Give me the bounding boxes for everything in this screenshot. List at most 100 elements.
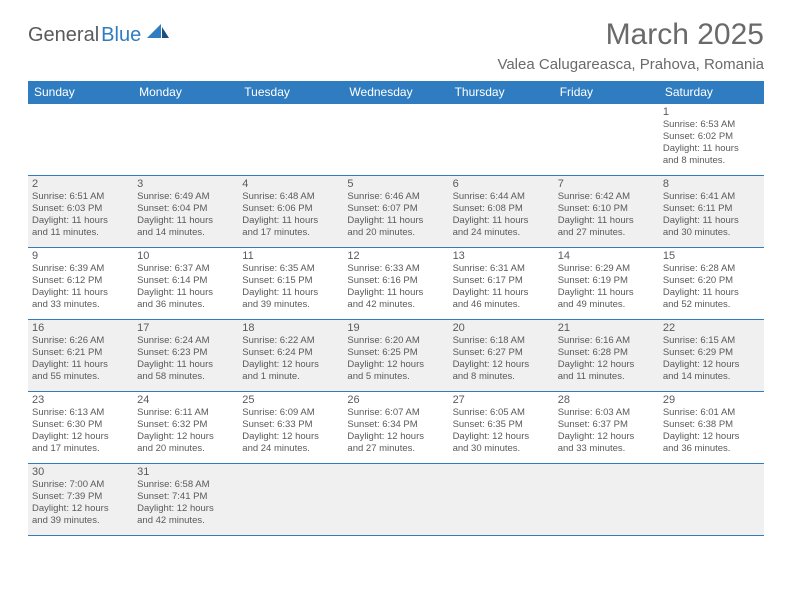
day-daylight2: and 30 minutes. [453,443,550,455]
day-sunset: Sunset: 6:06 PM [242,203,339,215]
day-daylight1: Daylight: 12 hours [453,431,550,443]
day-number: 4 [242,178,339,190]
day-sunrise: Sunrise: 7:00 AM [32,479,129,491]
day-sunrise: Sunrise: 6:05 AM [453,407,550,419]
calendar-day-cell: 28Sunrise: 6:03 AMSunset: 6:37 PMDayligh… [554,392,659,464]
day-sunset: Sunset: 6:11 PM [663,203,760,215]
weekday-header: Thursday [449,81,554,104]
day-number: 5 [347,178,444,190]
day-daylight1: Daylight: 12 hours [663,359,760,371]
day-sunset: Sunset: 6:34 PM [347,419,444,431]
calendar-day-cell: 22Sunrise: 6:15 AMSunset: 6:29 PMDayligh… [659,320,764,392]
day-sunset: Sunset: 6:23 PM [137,347,234,359]
day-number: 28 [558,394,655,406]
day-sunset: Sunset: 6:20 PM [663,275,760,287]
day-daylight2: and 33 minutes. [558,443,655,455]
day-daylight1: Daylight: 11 hours [242,287,339,299]
day-daylight1: Daylight: 11 hours [347,215,444,227]
day-sunrise: Sunrise: 6:15 AM [663,335,760,347]
calendar-day-cell: 2Sunrise: 6:51 AMSunset: 6:03 PMDaylight… [28,176,133,248]
calendar-empty-cell [133,104,238,176]
calendar-header-row: SundayMondayTuesdayWednesdayThursdayFrid… [28,81,764,104]
day-daylight2: and 27 minutes. [558,227,655,239]
weekday-header: Friday [554,81,659,104]
day-daylight2: and 20 minutes. [137,443,234,455]
day-sunrise: Sunrise: 6:22 AM [242,335,339,347]
day-number: 1 [663,106,760,118]
day-sunset: Sunset: 6:37 PM [558,419,655,431]
day-sunset: Sunset: 6:10 PM [558,203,655,215]
day-sunrise: Sunrise: 6:20 AM [347,335,444,347]
day-sunset: Sunset: 6:21 PM [32,347,129,359]
day-daylight1: Daylight: 11 hours [558,215,655,227]
day-sunset: Sunset: 6:25 PM [347,347,444,359]
day-sunset: Sunset: 6:08 PM [453,203,550,215]
day-daylight1: Daylight: 12 hours [137,431,234,443]
calendar-day-cell: 26Sunrise: 6:07 AMSunset: 6:34 PMDayligh… [343,392,448,464]
day-sunrise: Sunrise: 6:49 AM [137,191,234,203]
day-sunrise: Sunrise: 6:28 AM [663,263,760,275]
month-title: March 2025 [497,18,764,52]
day-daylight1: Daylight: 11 hours [32,287,129,299]
calendar-day-cell: 30Sunrise: 7:00 AMSunset: 7:39 PMDayligh… [28,464,133,536]
day-daylight1: Daylight: 12 hours [32,431,129,443]
day-sunrise: Sunrise: 6:09 AM [242,407,339,419]
day-daylight2: and 27 minutes. [347,443,444,455]
day-daylight2: and 5 minutes. [347,371,444,383]
day-sunrise: Sunrise: 6:24 AM [137,335,234,347]
day-daylight2: and 30 minutes. [663,227,760,239]
day-daylight1: Daylight: 11 hours [137,287,234,299]
day-sunrise: Sunrise: 6:03 AM [558,407,655,419]
calendar-day-cell: 14Sunrise: 6:29 AMSunset: 6:19 PMDayligh… [554,248,659,320]
day-number: 23 [32,394,129,406]
day-number: 14 [558,250,655,262]
calendar-day-cell: 12Sunrise: 6:33 AMSunset: 6:16 PMDayligh… [343,248,448,320]
day-daylight2: and 24 minutes. [242,443,339,455]
day-daylight1: Daylight: 11 hours [347,287,444,299]
day-daylight1: Daylight: 12 hours [558,431,655,443]
day-daylight2: and 52 minutes. [663,299,760,311]
day-daylight1: Daylight: 12 hours [558,359,655,371]
calendar-day-cell: 10Sunrise: 6:37 AMSunset: 6:14 PMDayligh… [133,248,238,320]
day-sunset: Sunset: 6:12 PM [32,275,129,287]
day-sunrise: Sunrise: 6:29 AM [558,263,655,275]
day-daylight2: and 11 minutes. [558,371,655,383]
calendar-day-cell: 1Sunrise: 6:53 AMSunset: 6:02 PMDaylight… [659,104,764,176]
calendar-week-row: 30Sunrise: 7:00 AMSunset: 7:39 PMDayligh… [28,464,764,536]
day-number: 11 [242,250,339,262]
calendar-day-cell: 25Sunrise: 6:09 AMSunset: 6:33 PMDayligh… [238,392,343,464]
day-number: 20 [453,322,550,334]
day-sunset: Sunset: 6:32 PM [137,419,234,431]
day-number: 26 [347,394,444,406]
day-sunset: Sunset: 6:38 PM [663,419,760,431]
day-number: 27 [453,394,550,406]
day-sunset: Sunset: 6:14 PM [137,275,234,287]
day-number: 17 [137,322,234,334]
day-daylight1: Daylight: 12 hours [663,431,760,443]
day-number: 3 [137,178,234,190]
day-sunrise: Sunrise: 6:26 AM [32,335,129,347]
day-daylight2: and 58 minutes. [137,371,234,383]
day-sunrise: Sunrise: 6:07 AM [347,407,444,419]
day-sunrise: Sunrise: 6:53 AM [663,119,760,131]
day-daylight1: Daylight: 11 hours [663,143,760,155]
day-daylight2: and 8 minutes. [663,155,760,167]
day-daylight1: Daylight: 11 hours [558,287,655,299]
day-sunrise: Sunrise: 6:35 AM [242,263,339,275]
day-number: 8 [663,178,760,190]
calendar-empty-cell [238,464,343,536]
day-sunset: Sunset: 6:30 PM [32,419,129,431]
day-number: 25 [242,394,339,406]
calendar-body: 1Sunrise: 6:53 AMSunset: 6:02 PMDaylight… [28,104,764,536]
day-sunrise: Sunrise: 6:48 AM [242,191,339,203]
day-number: 2 [32,178,129,190]
calendar-week-row: 1Sunrise: 6:53 AMSunset: 6:02 PMDaylight… [28,104,764,176]
calendar-page: GeneralBlue March 2025 Valea Calugareasc… [0,0,792,536]
day-daylight1: Daylight: 11 hours [453,215,550,227]
calendar-day-cell: 21Sunrise: 6:16 AMSunset: 6:28 PMDayligh… [554,320,659,392]
day-sunset: Sunset: 6:03 PM [32,203,129,215]
page-header: GeneralBlue March 2025 Valea Calugareasc… [28,18,764,73]
day-number: 24 [137,394,234,406]
calendar-day-cell: 20Sunrise: 6:18 AMSunset: 6:27 PMDayligh… [449,320,554,392]
day-daylight2: and 36 minutes. [137,299,234,311]
